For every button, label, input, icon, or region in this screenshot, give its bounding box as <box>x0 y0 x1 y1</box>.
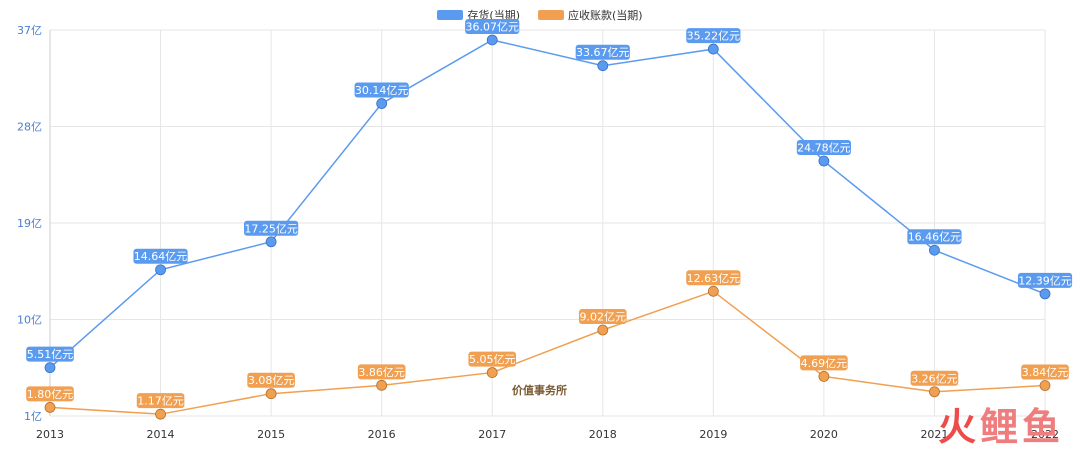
data-label-bg <box>26 386 74 402</box>
data-point <box>707 285 719 297</box>
data-label: 36.07亿元 <box>465 20 519 33</box>
y-tick-label: 19亿 <box>17 217 42 230</box>
data-label: 3.86亿元 <box>358 366 405 379</box>
legend-swatch-receivables <box>538 10 564 20</box>
data-label-bg <box>907 229 962 245</box>
data-label: 1.17亿元 <box>137 395 184 408</box>
data-label: 30.14亿元 <box>355 84 409 97</box>
data-label: 33.67亿元 <box>576 46 630 59</box>
data-label: 4.69亿元 <box>801 357 848 370</box>
watermark-stamp: 价值事务所 <box>512 384 567 397</box>
data-label-bg <box>575 44 630 60</box>
legend-label-receivables: 应收账款(当期) <box>568 9 643 22</box>
data-point <box>818 155 830 167</box>
y-tick-label: 1亿 <box>24 410 42 423</box>
x-tick-label: 2020 <box>810 428 838 441</box>
y-tick-label: 10亿 <box>17 314 42 327</box>
data-label-bg <box>686 270 741 286</box>
series-line-2 <box>49 290 1046 415</box>
legend: 存货(当期) 应收账款(当期) <box>0 7 1080 23</box>
data-label-bg <box>244 220 299 236</box>
x-tick-label: 2017 <box>478 428 506 441</box>
data-point <box>929 386 940 398</box>
data-point <box>155 264 166 276</box>
x-tick-label: 2022 <box>1031 428 1059 441</box>
watermark-char-3: 鱼 <box>1021 405 1060 449</box>
data-label-bg <box>354 82 409 98</box>
data-label: 3.26亿元 <box>911 372 958 385</box>
data-point <box>265 236 277 248</box>
data-point <box>155 408 166 420</box>
legend-item-inventory[interactable]: 存货(当期) <box>437 7 520 23</box>
data-label-bg <box>133 248 188 264</box>
data-point <box>44 402 56 413</box>
x-tick-label: 2018 <box>589 428 617 441</box>
series-line-1 <box>49 39 1046 369</box>
data-label: 24.78亿元 <box>797 142 851 155</box>
data-label-bg <box>26 346 74 362</box>
data-label-bg <box>1017 272 1073 288</box>
data-point <box>486 367 498 378</box>
data-point <box>486 34 498 46</box>
data-point <box>376 98 388 109</box>
data-label: 1.80亿元 <box>27 388 74 401</box>
data-label-bg <box>1021 364 1069 380</box>
data-point <box>265 388 277 400</box>
data-label: 12.63亿元 <box>687 272 741 285</box>
data-label: 3.08亿元 <box>248 374 295 387</box>
x-tick-label: 2013 <box>36 428 64 441</box>
data-point <box>1039 288 1051 300</box>
data-point <box>929 244 940 256</box>
watermark-char-1: 火 <box>937 405 976 449</box>
data-label-bg <box>136 393 185 409</box>
data-label-bg <box>247 372 295 388</box>
data-label: 12.39亿元 <box>1018 274 1072 287</box>
data-point <box>597 324 609 336</box>
data-point <box>597 60 609 72</box>
x-tick-label: 2014 <box>147 428 175 441</box>
data-label: 5.05亿元 <box>469 353 516 366</box>
data-label-bg <box>578 309 627 325</box>
data-label-bg <box>686 28 741 44</box>
data-point <box>44 362 56 374</box>
y-tick-label: 37亿 <box>17 24 42 37</box>
data-label: 14.64亿元 <box>134 250 188 263</box>
data-label-bg <box>357 364 406 380</box>
watermark-logo: 火 鲤 鱼 <box>938 408 1060 446</box>
data-label: 17.25亿元 <box>244 222 298 235</box>
data-label: 3.84亿元 <box>1022 366 1069 379</box>
data-label-bg <box>796 140 851 156</box>
legend-swatch-inventory <box>437 10 464 20</box>
y-tick-label: 28亿 <box>17 121 42 134</box>
data-point <box>376 379 388 391</box>
x-tick-label: 2015 <box>257 428 285 441</box>
data-point <box>707 43 719 55</box>
data-label-bg <box>468 351 517 367</box>
data-label: 5.51亿元 <box>27 348 74 361</box>
legend-item-receivables[interactable]: 应收账款(当期) <box>538 7 643 23</box>
data-label-bg <box>800 355 848 371</box>
x-tick-label: 2019 <box>699 428 727 441</box>
data-label-bg <box>910 370 959 386</box>
x-tick-label: 2016 <box>368 428 396 441</box>
data-point <box>818 371 830 382</box>
data-label: 9.02亿元 <box>580 311 627 324</box>
data-label: 35.22亿元 <box>687 30 741 43</box>
watermark-char-2: 鲤 <box>979 405 1018 449</box>
x-tick-label: 2021 <box>920 428 948 441</box>
data-label-bg <box>465 18 520 34</box>
data-point <box>1039 380 1051 391</box>
data-label: 16.46亿元 <box>908 231 962 244</box>
legend-label-inventory: 存货(当期) <box>467 9 520 22</box>
